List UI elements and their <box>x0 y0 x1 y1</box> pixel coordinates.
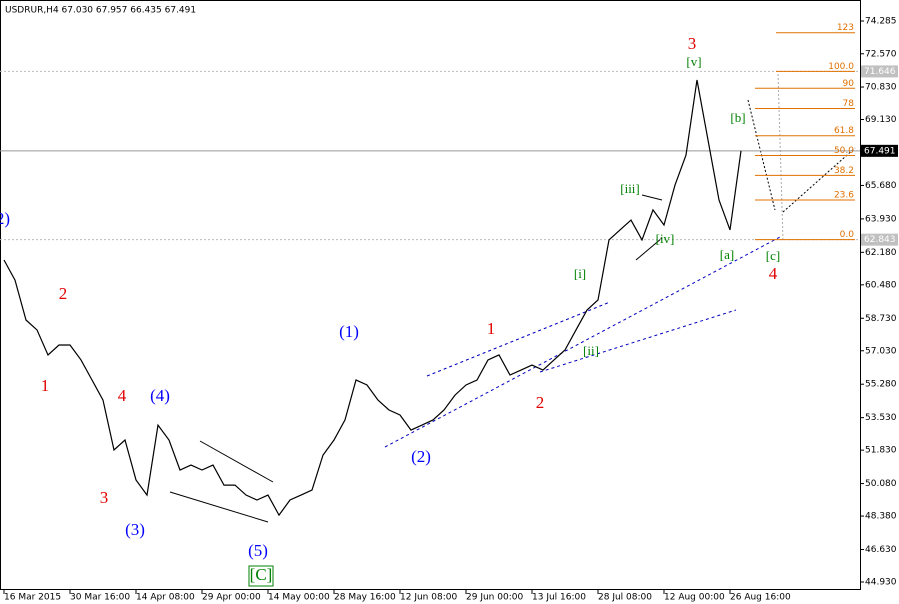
wave-label: 2) <box>0 209 10 228</box>
fib-label: 50.0 <box>834 146 854 156</box>
y-tick-label: 53.530 <box>865 413 897 423</box>
wave-label: (5) <box>248 541 268 560</box>
wave-label: [i] <box>574 266 586 281</box>
wave-label: 1 <box>41 376 50 395</box>
wave-label: [iv] <box>656 231 675 246</box>
wave-box <box>248 565 274 587</box>
plot-frame <box>0 0 861 590</box>
price-box-label: 62.843 <box>864 235 896 245</box>
x-tick-label: 13 Jul 16:00 <box>532 593 586 603</box>
x-tick-label: 16 Mar 2015 <box>4 593 61 603</box>
y-tick-label: 63.930 <box>865 214 897 224</box>
pattern-lines <box>169 73 856 523</box>
y-tick-label: 72.570 <box>865 49 897 59</box>
wave-label: [v] <box>686 54 701 69</box>
x-tick-label: 26 Aug 16:00 <box>730 593 791 603</box>
wave-label: (4) <box>150 386 170 405</box>
y-tick-label: 74.285 <box>865 17 897 27</box>
y-tick-label: 44.930 <box>865 578 897 588</box>
fib-label: 100.0 <box>828 62 854 72</box>
y-tick-label: 70.830 <box>865 83 897 93</box>
price-line <box>3 79 742 517</box>
x-tick-label: 14 Apr 08:00 <box>136 593 195 603</box>
fib-label: 23.6 <box>834 190 854 200</box>
wave-label: 3 <box>688 34 697 53</box>
channel-lines <box>384 236 781 448</box>
x-tick-label: 29 Jun 00:00 <box>466 593 523 603</box>
wave-label: [c] <box>766 248 780 263</box>
last-price-label: 67.491 <box>864 146 896 156</box>
y-tick-label: 58.730 <box>865 314 897 324</box>
x-tick-label: 14 May 00:00 <box>268 593 330 603</box>
wave-label: 1 <box>487 319 496 338</box>
wave-label: [iii] <box>620 181 640 196</box>
wave-label: 2 <box>59 284 68 303</box>
wave-label: 3 <box>100 488 109 507</box>
wave-label: [b] <box>730 110 745 125</box>
wave-label: 2 <box>536 393 545 412</box>
chart-header: USDRUR,H4 67.030 67.957 66.435 67.491 <box>5 6 196 16</box>
y-tick-label: 57.030 <box>865 346 897 356</box>
y-tick-label: 69.130 <box>865 115 897 125</box>
fib-label: 123 <box>837 23 854 33</box>
last-price-box <box>861 144 898 157</box>
y-tick-label: 50.080 <box>865 479 897 489</box>
y-tick-label: 55.280 <box>865 380 897 390</box>
y-tick-label: 62.180 <box>865 248 897 258</box>
wave-label: 4 <box>118 386 127 405</box>
x-tick-label: 29 Apr 00:00 <box>202 593 261 603</box>
fib-label: 38.2 <box>834 166 854 176</box>
x-tick-label: 28 May 16:00 <box>334 593 396 603</box>
wave-label: (1) <box>339 322 359 341</box>
price-box-label: 71.646 <box>864 67 896 77</box>
fib-label: 61.8 <box>834 126 854 136</box>
y-tick-label: 60.480 <box>865 280 897 290</box>
wave-label: [ii] <box>583 343 599 358</box>
price-box <box>861 65 898 78</box>
y-tick-label: 48.380 <box>865 512 897 522</box>
wave-label: 4 <box>769 264 778 283</box>
y-tick-label: 65.680 <box>865 181 897 191</box>
wave-label: [a] <box>720 247 734 262</box>
price-box <box>861 233 898 246</box>
wave-label: (3) <box>125 520 145 539</box>
fib-label: 90 <box>843 79 855 89</box>
x-tick-label: 30 Mar 16:00 <box>70 593 130 603</box>
y-tick-label: 46.630 <box>865 545 897 555</box>
fib-label: 78 <box>843 99 855 109</box>
fib-label: 0.0 <box>840 230 855 240</box>
x-tick-label: 28 Jul 08:00 <box>598 593 652 603</box>
x-tick-label: 12 Jun 08:00 <box>400 593 457 603</box>
y-tick-label: 51.830 <box>865 446 897 456</box>
x-tick-label: 12 Aug 00:00 <box>664 593 725 603</box>
wave-label: (2) <box>411 447 431 466</box>
wave-label: [C] <box>250 565 273 584</box>
